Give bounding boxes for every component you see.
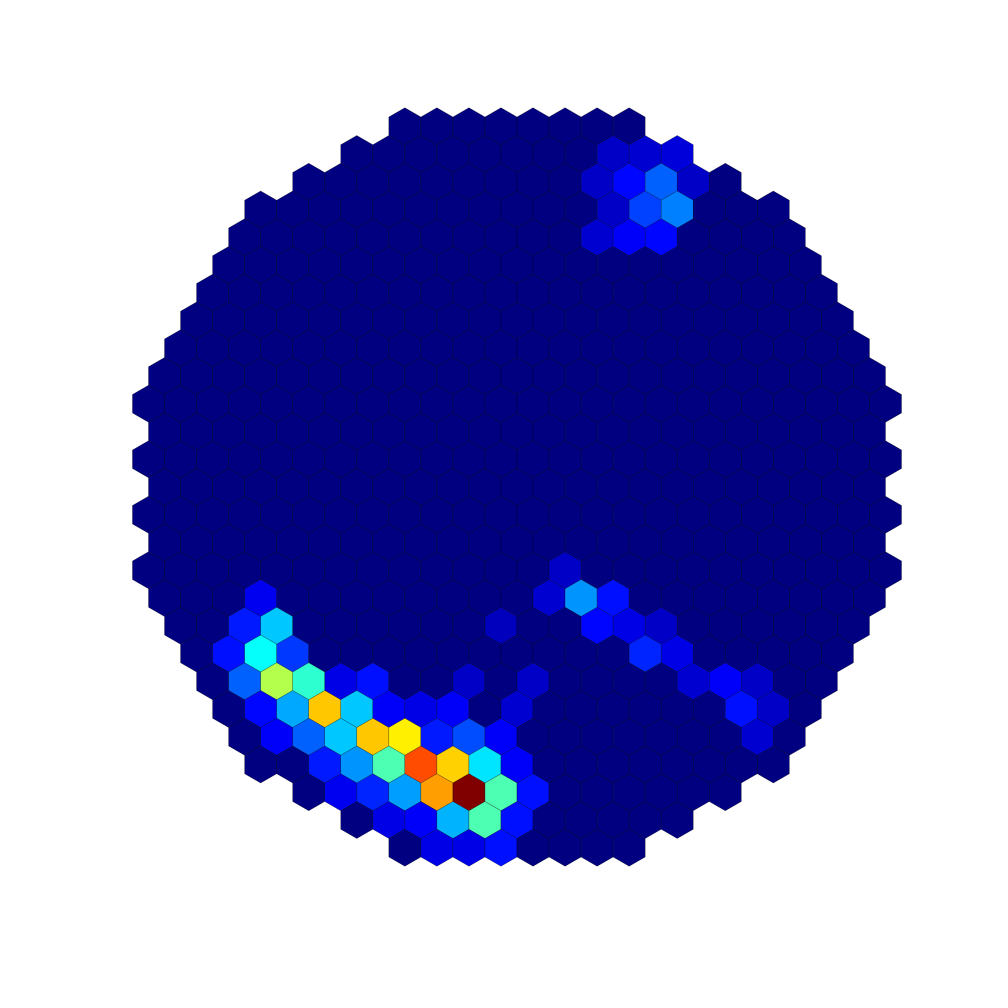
camera-pixel bbox=[709, 773, 742, 812]
camera-pixel bbox=[612, 828, 646, 867]
camera-pixel bbox=[660, 801, 694, 839]
camera-pixel bbox=[757, 745, 790, 784]
camera-pixel-grid bbox=[132, 107, 902, 867]
